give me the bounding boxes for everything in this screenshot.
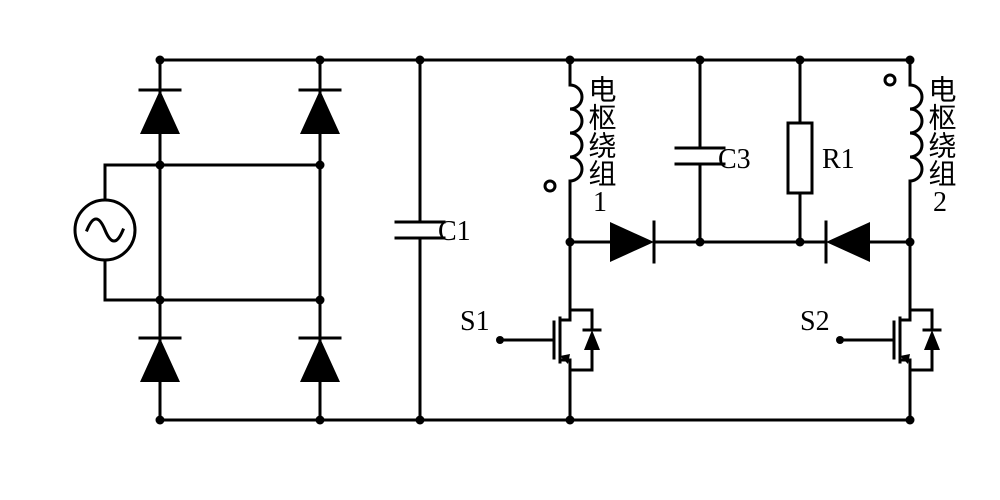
circuit-diagram: C1 C3 R1 S1 S2 电枢绕组1 电枢绕组2 (0, 0, 1000, 500)
label-s2: S2 (800, 306, 830, 337)
dot-phase-coil2 (885, 75, 895, 85)
label-s1: S1 (460, 306, 490, 337)
resistor-r1 (788, 123, 812, 193)
bridge-diode-top-left (140, 90, 180, 134)
armature-coil-2 (910, 85, 922, 181)
wiring (105, 60, 910, 420)
capacitor-c1 (396, 222, 444, 238)
bridge-diode-bot-left (140, 338, 180, 382)
diode-d-left (610, 222, 654, 262)
label-c1: C1 (438, 216, 471, 247)
igbt-s1 (520, 300, 600, 380)
dot-phase-coil1 (545, 181, 555, 191)
label-arm1: 电枢绕组1 (585, 75, 617, 218)
diode-d-right (826, 222, 870, 262)
bridge-diode-bot-right (300, 338, 340, 382)
gate-s2-terminal (836, 336, 844, 344)
bridge-diode-top-right (300, 90, 340, 134)
igbt-s2 (860, 300, 940, 380)
gate-s1-terminal (496, 336, 504, 344)
ac-source (75, 200, 135, 260)
label-c3: C3 (718, 144, 751, 175)
label-arm2: 电枢绕组2 (925, 75, 957, 218)
label-r1: R1 (822, 144, 855, 175)
armature-coil-1 (570, 85, 582, 181)
capacitor-c3 (676, 148, 724, 164)
